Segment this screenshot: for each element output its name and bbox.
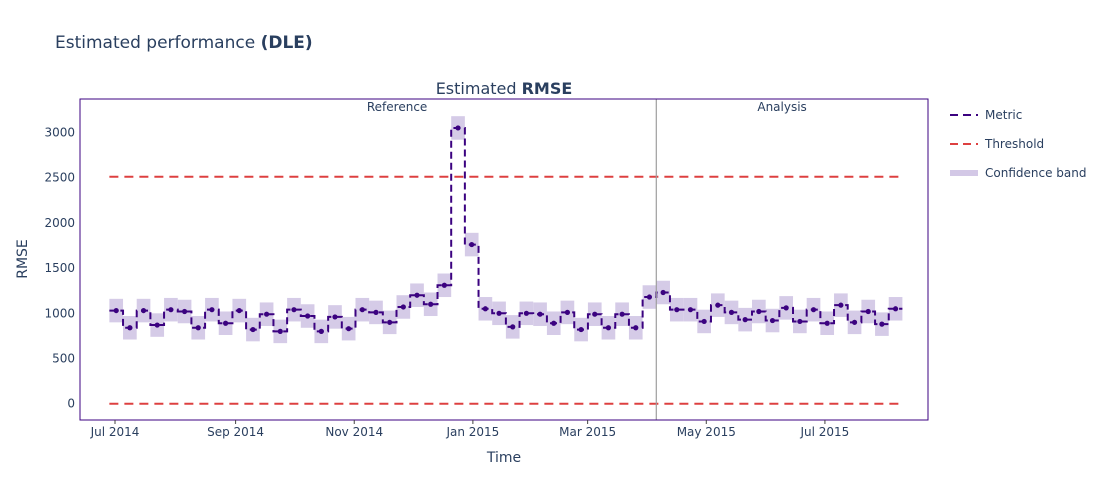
metric-point xyxy=(455,125,461,131)
metric-point xyxy=(728,309,735,315)
metric-point xyxy=(838,302,844,308)
legend: Metric Threshold Confidence band xyxy=(950,108,1086,180)
metric-point xyxy=(496,310,502,316)
metric-point xyxy=(469,241,475,248)
metric-point xyxy=(168,307,174,313)
metric-point xyxy=(181,308,188,315)
metric-point xyxy=(318,328,324,334)
metric-point xyxy=(564,309,571,315)
metric-point xyxy=(264,311,270,317)
metric-point xyxy=(523,310,530,316)
metric-point xyxy=(236,307,242,314)
plot-frame xyxy=(79,98,929,421)
y-tick-label: 1500 xyxy=(44,261,75,275)
metric-point xyxy=(701,318,707,325)
metric-point xyxy=(250,326,256,333)
metric-point xyxy=(305,313,311,319)
metric-series xyxy=(109,125,903,334)
metric-point xyxy=(551,320,557,326)
metric-point xyxy=(851,319,858,325)
y-axis-ticks: 0 500 1000 1500 2000 2500 3000 xyxy=(44,125,75,410)
metric-point xyxy=(209,307,215,313)
metric-point xyxy=(810,307,817,313)
metric-point xyxy=(674,307,680,313)
legend-label: Threshold xyxy=(984,137,1044,151)
metric-point xyxy=(756,308,762,315)
metric-point xyxy=(113,307,119,314)
metric-point xyxy=(346,326,352,332)
chart-title: Estimated RMSE xyxy=(436,79,573,98)
legend-label: Confidence band xyxy=(985,166,1086,180)
metric-point xyxy=(769,317,776,324)
metric-point xyxy=(783,305,789,311)
metric-point xyxy=(742,317,748,323)
metric-point xyxy=(400,304,406,310)
y-tick-label: 1000 xyxy=(44,306,75,320)
metric-point xyxy=(687,307,694,313)
metric-point xyxy=(222,320,229,326)
page-title: Estimated performance (DLE) xyxy=(55,33,313,53)
metric-point xyxy=(537,311,543,317)
metric-point xyxy=(195,325,201,331)
y-axis-title: RMSE xyxy=(15,239,31,279)
metric-point xyxy=(578,326,584,333)
x-tick-label: Jul 2014 xyxy=(90,425,140,439)
metric-point xyxy=(277,328,283,334)
legend-label: Metric xyxy=(985,108,1022,122)
x-tick-label: Nov 2014 xyxy=(325,425,383,439)
x-axis-ticks: Jul 2014 Sep 2014 Nov 2014 Jan 2015 Mar 2015… xyxy=(90,420,849,439)
x-tick-label: May 2015 xyxy=(677,425,736,439)
metric-point xyxy=(373,309,379,315)
metric-point xyxy=(824,320,830,326)
metric-point xyxy=(332,314,338,320)
metric-point xyxy=(892,306,899,312)
region-label-analysis: Analysis xyxy=(757,100,806,114)
x-axis-title: Time xyxy=(486,450,521,466)
region-label-reference: Reference xyxy=(367,100,427,114)
metric-point xyxy=(428,301,434,307)
metric-point xyxy=(592,311,598,317)
metric-point xyxy=(605,325,612,331)
y-tick-label: 0 xyxy=(67,397,75,411)
x-tick-label: Sep 2014 xyxy=(207,425,264,439)
y-tick-label: 3000 xyxy=(44,125,75,139)
threshold-lines xyxy=(109,175,903,405)
metric-point xyxy=(414,292,420,298)
y-tick-label: 500 xyxy=(52,352,75,366)
metric-point xyxy=(660,289,666,296)
metric-point xyxy=(879,321,885,327)
confidence-bands xyxy=(109,116,903,344)
metric-point xyxy=(865,308,871,315)
x-tick-label: Mar 2015 xyxy=(559,425,616,439)
x-tick-label: Jan 2015 xyxy=(445,425,499,439)
y-tick-label: 2000 xyxy=(44,216,75,230)
metric-point xyxy=(633,325,639,331)
metric-point xyxy=(291,307,297,313)
metric-point xyxy=(482,306,488,312)
metric-point xyxy=(646,294,653,300)
metric-point xyxy=(510,324,516,330)
metric-step-line xyxy=(109,126,903,333)
metric-point xyxy=(387,319,393,325)
y-tick-label: 2500 xyxy=(44,171,75,185)
metric-point xyxy=(127,325,133,331)
metric-point xyxy=(154,322,160,328)
metric-point xyxy=(797,318,803,325)
metric-point xyxy=(715,302,721,308)
x-tick-label: Jul 2015 xyxy=(799,425,849,439)
metric-point xyxy=(140,307,147,314)
metric-point xyxy=(359,307,365,313)
metric-point xyxy=(441,282,447,288)
metric-point xyxy=(619,311,625,317)
